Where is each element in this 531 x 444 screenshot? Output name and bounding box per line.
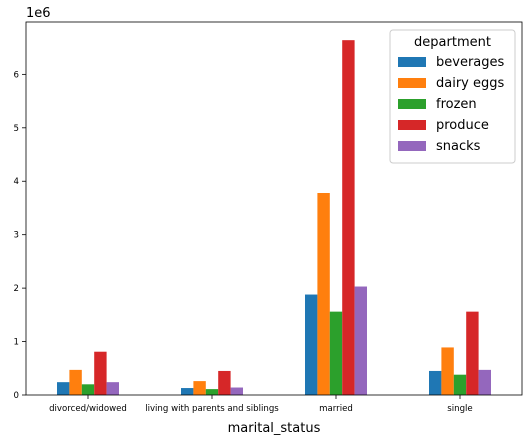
bar	[342, 40, 355, 396]
legend-items: beverages dairy eggs frozen produce snacks	[398, 55, 505, 154]
y-axis-ticks: 0 1 2 3 4 5 6	[14, 70, 26, 401]
bar	[193, 381, 206, 395]
bar	[305, 294, 318, 395]
y-tick-label: 6	[14, 70, 19, 80]
bar	[429, 370, 442, 395]
x-tick-label: divorced/widowed	[49, 404, 127, 414]
legend-label: snacks	[436, 139, 481, 154]
x-tick-label: single	[447, 404, 472, 414]
bar	[57, 382, 70, 395]
x-axis-ticks: divorced/widowed living with parents and …	[49, 395, 473, 414]
bar	[478, 369, 491, 395]
bar	[205, 389, 219, 395]
legend-swatch	[398, 99, 426, 109]
legend-label: beverages	[436, 55, 505, 70]
legend-label: produce	[436, 118, 489, 133]
y-tick-label: 3	[14, 231, 19, 241]
bar	[466, 311, 479, 395]
y-tick-label: 0	[14, 391, 19, 401]
y-tick-label: 4	[14, 177, 19, 187]
x-axis-label: marital_status	[228, 421, 321, 436]
bar	[354, 286, 367, 395]
bar	[218, 370, 231, 395]
bar	[81, 384, 95, 395]
y-tick-label: 5	[14, 124, 19, 134]
axes-frame	[25, 21, 523, 396]
y-offset-label: 1e6	[26, 6, 51, 21]
legend: department beverages dairy eggs frozen prod…	[389, 29, 516, 164]
bar	[94, 351, 107, 395]
legend-swatch	[398, 57, 426, 67]
y-tick-label: 2	[14, 284, 19, 294]
bars-layer	[57, 40, 491, 396]
legend-title: department	[414, 35, 491, 50]
bar	[441, 347, 454, 395]
bar	[106, 382, 119, 395]
bar	[317, 193, 330, 395]
legend-label: frozen	[436, 97, 477, 112]
legend-label: dairy eggs	[436, 76, 505, 91]
legend-swatch	[398, 120, 426, 130]
x-tick-label: living with parents and siblings	[145, 404, 279, 414]
bar	[69, 369, 82, 395]
bar	[453, 374, 467, 395]
bar	[181, 388, 194, 395]
bar	[329, 311, 343, 395]
legend-swatch	[398, 78, 426, 88]
legend-swatch	[398, 141, 426, 151]
y-tick-label: 1	[14, 338, 19, 348]
x-tick-label: married	[319, 404, 353, 414]
bar	[230, 387, 243, 395]
